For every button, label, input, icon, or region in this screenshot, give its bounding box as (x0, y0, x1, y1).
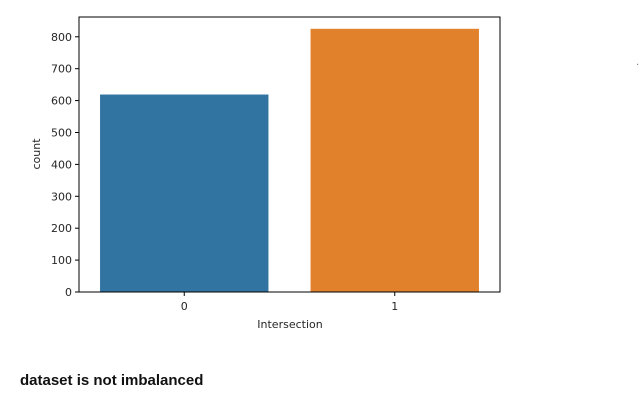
y-tick-label: 600 (51, 95, 72, 108)
x-tick-label-1: 1 (391, 300, 398, 313)
bar-0 (100, 94, 269, 293)
y-axis: 0 100 200 300 400 500 600 700 800 (51, 31, 79, 299)
y-tick-label: 800 (51, 31, 72, 44)
y-tick-label: 0 (65, 286, 72, 299)
bars-group (100, 28, 479, 293)
y-axis-label: count (30, 138, 43, 170)
y-tick-label: 700 (51, 63, 72, 76)
bar-1 (310, 28, 479, 293)
caption-text: dataset is not imbalanced (20, 372, 204, 389)
x-axis-label: Intersection (257, 318, 322, 331)
y-tick-label: 500 (51, 126, 72, 139)
stray-mark: · (636, 60, 640, 71)
y-tick-label: 300 (51, 190, 72, 203)
y-tick-label: 200 (51, 222, 72, 235)
plot-frame (78, 16, 501, 293)
y-tick-label: 400 (51, 158, 72, 171)
y-tick-label: 100 (51, 254, 72, 267)
x-tick-label-0: 0 (181, 300, 188, 313)
